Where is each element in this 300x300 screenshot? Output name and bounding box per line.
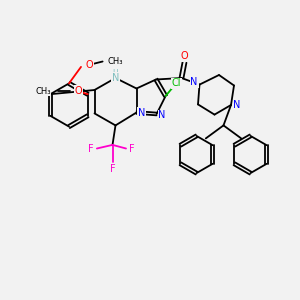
Text: CH₃: CH₃ <box>108 57 124 66</box>
Text: N: N <box>112 73 119 83</box>
Text: N: N <box>233 100 241 110</box>
Text: CH₃: CH₃ <box>35 87 51 96</box>
Text: H: H <box>112 69 118 78</box>
Text: O: O <box>181 51 188 62</box>
Text: N: N <box>190 77 198 87</box>
Text: F: F <box>110 164 115 174</box>
Text: N: N <box>158 110 166 121</box>
Text: O: O <box>85 60 93 70</box>
Text: O: O <box>74 86 82 96</box>
Text: Cl: Cl <box>171 78 181 88</box>
Text: F: F <box>129 143 134 154</box>
Text: F: F <box>88 143 94 154</box>
Text: N: N <box>138 107 146 118</box>
